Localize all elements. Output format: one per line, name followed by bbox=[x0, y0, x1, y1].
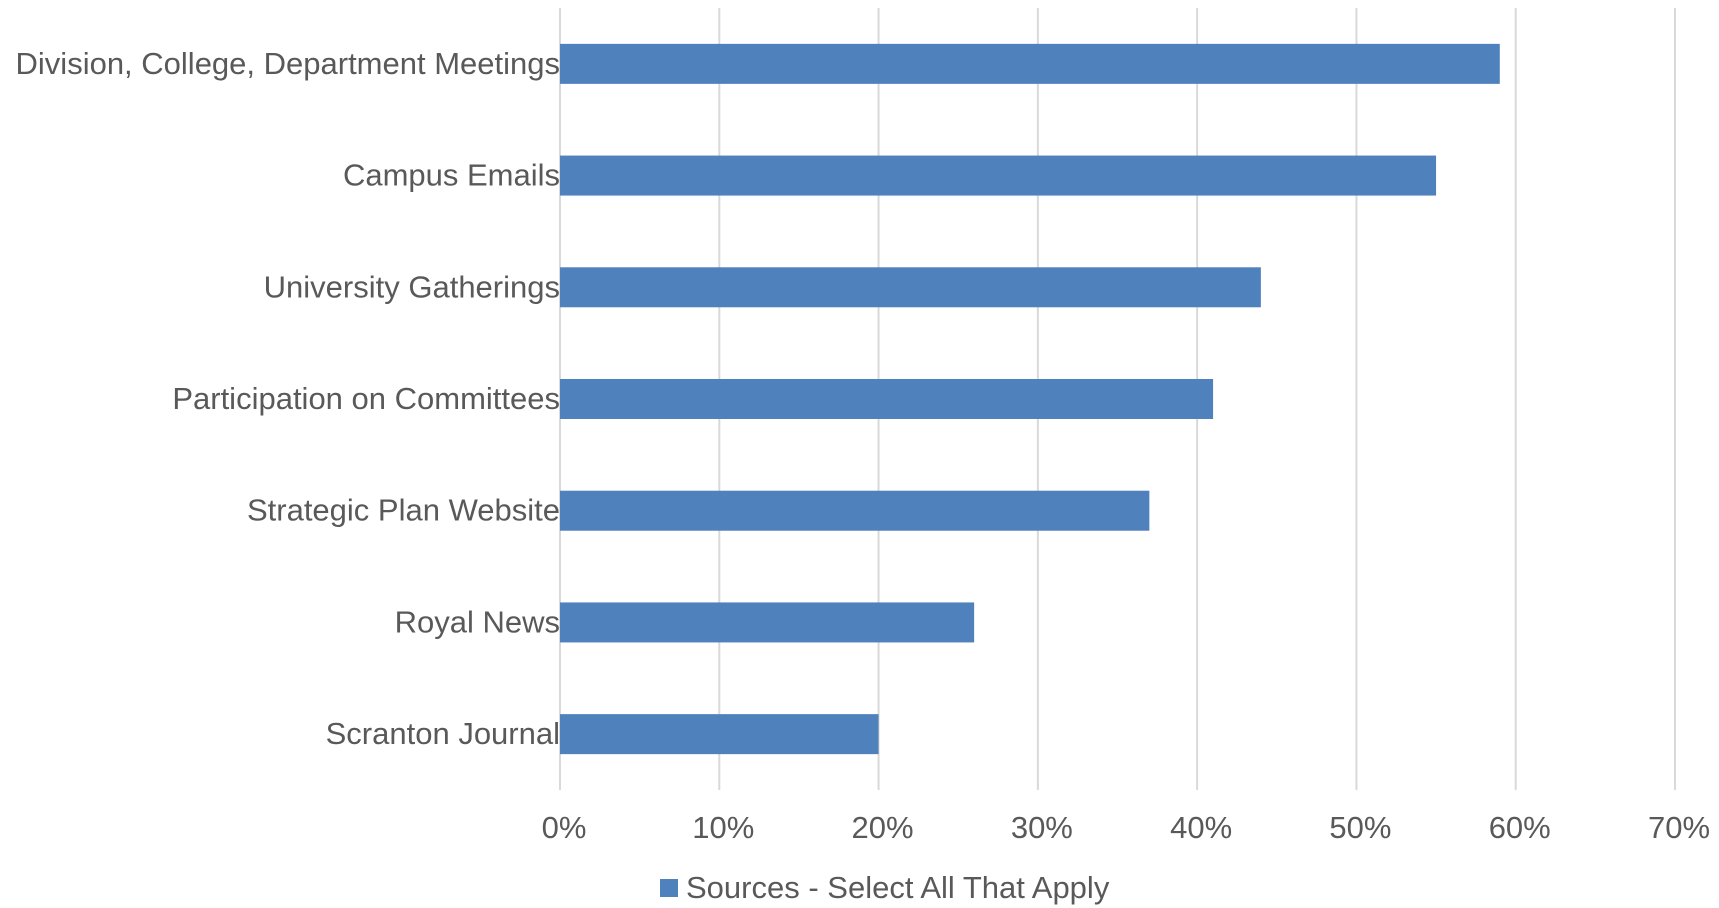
category-label: Royal News bbox=[395, 604, 560, 639]
bars bbox=[560, 43, 1500, 755]
category-label: Campus Emails bbox=[343, 158, 560, 193]
legend: Sources - Select All That Apply bbox=[660, 868, 1109, 908]
category-labels: Division, College, Department Meetings Ca… bbox=[16, 46, 560, 751]
bar bbox=[560, 43, 1500, 84]
x-axis-tick-labels: 0% 10% 20% 30% 40% 50% 60% 70% bbox=[542, 810, 1710, 845]
x-tick-label: 60% bbox=[1489, 810, 1551, 845]
bar bbox=[560, 714, 879, 755]
bar bbox=[560, 379, 1214, 419]
x-tick-label: 10% bbox=[692, 810, 754, 845]
x-tick-label: 0% bbox=[542, 810, 587, 845]
bar bbox=[560, 155, 1437, 196]
bar bbox=[560, 602, 975, 643]
category-label: Scranton Journal bbox=[326, 716, 560, 751]
x-tick-label: 70% bbox=[1648, 810, 1710, 845]
x-tick-label: 30% bbox=[1011, 810, 1073, 845]
category-label: Participation on Committees bbox=[172, 381, 560, 416]
category-label: University Gatherings bbox=[264, 269, 560, 304]
category-label: Division, College, Department Meetings bbox=[16, 46, 560, 81]
bar bbox=[560, 490, 1150, 531]
bar bbox=[560, 267, 1261, 308]
x-tick-label: 20% bbox=[852, 810, 914, 845]
x-tick-label: 50% bbox=[1329, 810, 1391, 845]
category-label: Strategic Plan Website bbox=[247, 493, 560, 528]
legend-label: Sources - Select All That Apply bbox=[686, 870, 1110, 905]
x-tick-label: 40% bbox=[1170, 810, 1232, 845]
legend-swatch bbox=[660, 879, 678, 897]
